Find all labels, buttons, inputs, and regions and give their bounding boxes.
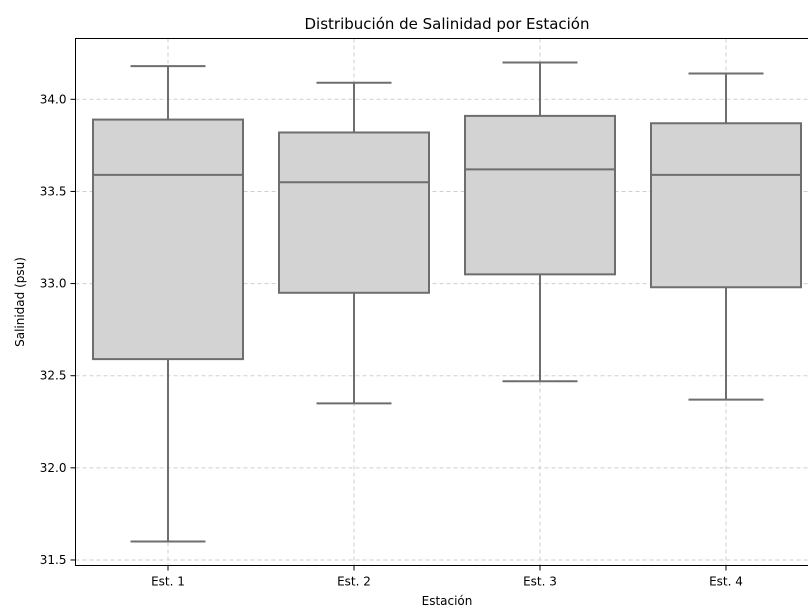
y-tick-label: 33.0 xyxy=(40,277,67,291)
chart-title: Distribución de Salinidad por Estación xyxy=(305,15,590,33)
y-tick-label: 31.5 xyxy=(40,553,67,567)
plot-frame xyxy=(75,38,808,566)
x-axis-label: Estación xyxy=(422,594,473,608)
y-axis-label: Salinidad (psu) xyxy=(13,257,27,347)
x-tick-label: Est. 2 xyxy=(337,575,371,589)
iqr-box xyxy=(278,131,430,294)
y-tick-label: 34.0 xyxy=(40,92,67,106)
y-tick-label: 32.0 xyxy=(40,461,67,475)
box-2 xyxy=(278,81,430,405)
x-tick-label: Est. 3 xyxy=(523,575,557,589)
iqr-box xyxy=(650,122,802,289)
iqr-box xyxy=(92,118,244,361)
y-tick-label: 33.5 xyxy=(40,184,67,198)
box-3 xyxy=(464,61,616,383)
box-4 xyxy=(650,72,802,401)
iqr-box xyxy=(464,114,616,276)
box-1 xyxy=(92,65,244,543)
boxes xyxy=(92,61,802,543)
y-axis-ticks: 31.5 32.0 32.5 33.0 33.5 34.0 xyxy=(40,92,76,567)
y-tick-label: 32.5 xyxy=(40,369,67,383)
x-axis-ticks: Est. 1 Est. 2 Est. 3 Est. 4 xyxy=(151,565,743,589)
x-tick-label: Est. 4 xyxy=(709,575,743,589)
x-tick-label: Est. 1 xyxy=(151,575,185,589)
